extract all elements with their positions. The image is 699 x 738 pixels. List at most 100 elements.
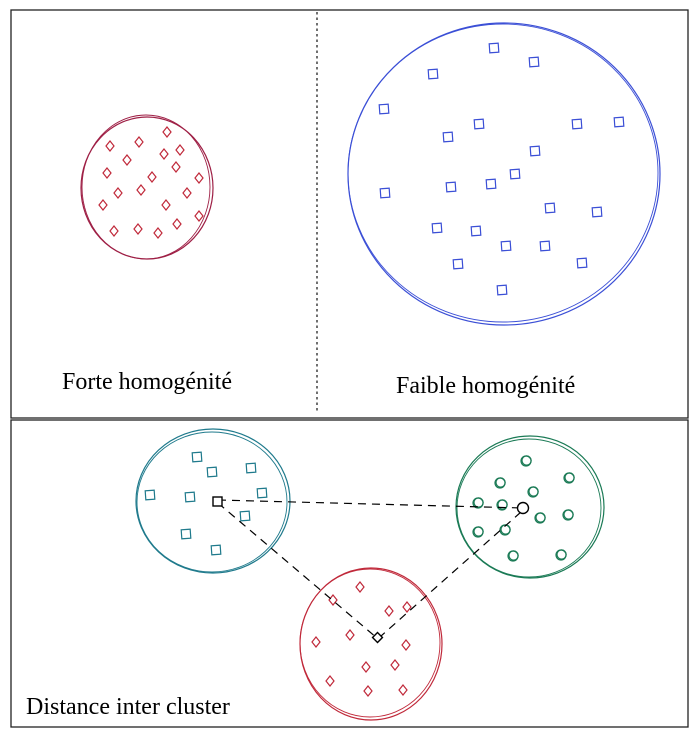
red-point-icon [172, 218, 182, 230]
green-point-icon-sketch [473, 526, 484, 537]
top-frame [10, 9, 689, 419]
loose-cluster-boundary-sketch [347, 23, 659, 323]
red-point-icon [113, 187, 123, 199]
distance-line-teal-green [217, 499, 524, 509]
teal-point-icon [256, 487, 268, 499]
red-point-icon [325, 675, 335, 687]
inter-cluster-distance-lines [217, 499, 524, 639]
compact-cluster [80, 114, 214, 260]
blue-point-icon [442, 131, 454, 143]
red-cluster-boundary [299, 567, 443, 721]
blue-point-icon [528, 56, 540, 68]
green-point-icon-sketch [495, 477, 506, 488]
teal-point-icon [245, 462, 257, 474]
teal-centroid-icon [212, 496, 223, 507]
loose-cluster [347, 22, 661, 326]
red-centroid-icon [371, 631, 384, 644]
teal-point-icon [180, 528, 192, 540]
green-cluster [455, 435, 605, 579]
compact-cluster-points [98, 126, 204, 239]
red-point-icon [136, 184, 146, 196]
red-point-icon [194, 172, 204, 184]
teal-point-icon [239, 510, 251, 522]
blue-point-icon [379, 187, 391, 199]
red-point-icon [361, 661, 371, 673]
blue-point-icon [473, 118, 485, 130]
blue-point-icon [500, 240, 512, 252]
blue-point-icon [576, 257, 588, 269]
label-weak-homogeneity: Faible homogénité [396, 373, 575, 399]
red-point-icon [390, 659, 400, 671]
blue-point-icon [529, 145, 541, 157]
bottom-frame [10, 419, 689, 728]
green-point-icon-sketch [563, 509, 574, 520]
blue-point-icon [544, 202, 556, 214]
red-point-icon [98, 199, 108, 211]
green-cluster-points [472, 455, 575, 562]
green-point-icon-sketch [508, 550, 519, 561]
green-point-icon-sketch [528, 486, 539, 497]
blue-point-icon [571, 118, 583, 130]
red-point-icon [105, 140, 115, 152]
blue-point-icon [613, 116, 625, 128]
green-point-icon-sketch [556, 549, 567, 560]
blue-point-icon [496, 284, 508, 296]
green-point-icon-sketch [497, 499, 508, 510]
red-point-icon [175, 144, 185, 156]
compact-cluster-boundary-sketch [81, 114, 211, 260]
red-point-icon [147, 171, 157, 183]
teal-cluster [135, 428, 291, 574]
red-cluster-points [311, 581, 412, 697]
red-point-icon [159, 148, 169, 160]
red-cluster-boundary-sketch [299, 568, 441, 718]
red-point-icon [355, 581, 365, 593]
red-cluster [299, 567, 443, 721]
red-point-icon [194, 210, 204, 222]
red-point-icon [162, 126, 172, 138]
red-point-icon [182, 187, 192, 199]
distance-line-teal-red [217, 502, 378, 639]
blue-point-icon [488, 42, 500, 54]
teal-point-icon [210, 544, 222, 556]
blue-point-icon [485, 178, 497, 190]
green-point-icon-sketch [535, 512, 546, 523]
teal-cluster-boundary-sketch [136, 431, 288, 573]
blue-point-icon [431, 222, 443, 234]
centroids [212, 496, 530, 644]
red-point-icon [133, 223, 143, 235]
red-point-icon [171, 161, 181, 173]
red-point-icon [153, 227, 163, 239]
blue-point-icon [427, 68, 439, 80]
red-point-icon [134, 136, 144, 148]
red-point-icon [311, 636, 321, 648]
red-point-icon [384, 605, 394, 617]
teal-cluster-points [144, 451, 268, 556]
blue-point-icon [470, 225, 482, 237]
red-point-icon [402, 601, 412, 613]
label-strong-homogeneity: Forte homogénité [62, 369, 232, 395]
teal-cluster-boundary [135, 428, 291, 574]
green-cluster-boundary-sketch [456, 438, 602, 578]
frames [10, 9, 689, 728]
red-point-icon [102, 167, 112, 179]
red-point-icon [363, 685, 373, 697]
red-point-icon [161, 199, 171, 211]
red-point-icon [109, 225, 119, 237]
red-point-icon [122, 154, 132, 166]
green-cluster-boundary [455, 435, 605, 579]
distance-line-green-red [380, 511, 522, 637]
loose-cluster-points [378, 42, 625, 296]
teal-point-icon [184, 491, 196, 503]
blue-point-icon [591, 206, 603, 218]
red-point-icon [345, 629, 355, 641]
green-point-icon-sketch [564, 472, 575, 483]
blue-point-icon [452, 258, 464, 270]
red-point-icon [398, 684, 408, 696]
blue-point-icon [378, 103, 390, 115]
green-point-icon-sketch [521, 455, 532, 466]
label-inter-cluster-distance: Distance inter cluster [26, 694, 230, 720]
red-point-icon [401, 639, 411, 651]
teal-point-icon [144, 489, 156, 501]
teal-point-icon [206, 466, 218, 478]
